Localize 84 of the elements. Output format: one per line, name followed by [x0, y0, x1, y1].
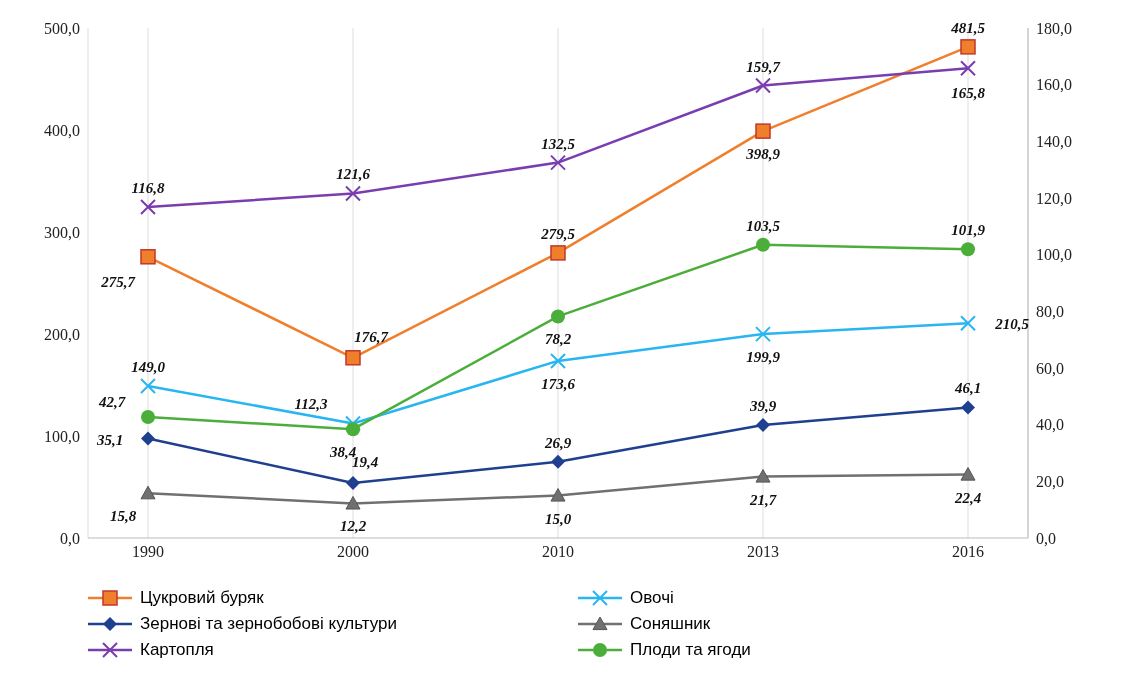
point: [550, 154, 566, 171]
point: [345, 185, 361, 202]
point: [140, 485, 156, 500]
y-tick-label: 100,0: [44, 427, 80, 445]
data-label: 210,5: [994, 316, 1030, 333]
data-label: 42,7: [97, 394, 126, 411]
point: [550, 245, 566, 261]
point: [345, 350, 361, 366]
data-label: 26,9: [543, 434, 572, 451]
point: [140, 249, 156, 265]
legend-label: Овочі: [630, 588, 674, 608]
data-label: 103,5: [746, 217, 781, 234]
point: [960, 467, 976, 481]
point: [960, 315, 976, 332]
data-label: 35,1: [95, 431, 124, 448]
x-tick-label: 2016: [952, 543, 984, 561]
data-label: 176,7: [354, 328, 389, 345]
y2-tick-label: 80,0: [1036, 303, 1064, 321]
point: [140, 199, 156, 216]
x-tick-label: 2010: [542, 543, 574, 561]
point: [756, 417, 770, 432]
data-label: 275,7: [100, 273, 136, 290]
data-label: 159,7: [746, 58, 781, 75]
data-label: 121,6: [336, 166, 371, 183]
legend-label: Плоди та ягоди: [630, 640, 751, 660]
point: [551, 309, 565, 324]
y2-tick-label: 100,0: [1036, 246, 1072, 264]
y2-tick-label: 160,0: [1036, 76, 1072, 94]
point: [551, 454, 565, 469]
data-label: 78,2: [544, 331, 572, 348]
y2-tick-label: 60,0: [1036, 359, 1064, 377]
x-tick-label: 2000: [337, 543, 369, 561]
legend-label: Зернові та зернобобові культури: [140, 614, 398, 634]
point: [345, 495, 361, 510]
data-label: 173,6: [541, 375, 576, 392]
x-tick-label: 1990: [132, 543, 164, 561]
y-tick-label: 400,0: [44, 121, 80, 139]
point: [141, 410, 155, 425]
point: [550, 488, 566, 502]
y2-tick-label: 40,0: [1036, 416, 1064, 434]
y2-tick-label: 0,0: [1036, 529, 1056, 547]
point: [141, 431, 155, 446]
y-tick-label: 500,0: [44, 19, 80, 37]
y2-tick-label: 140,0: [1036, 133, 1072, 151]
data-label: 165,8: [951, 85, 986, 102]
data-label: 46,1: [953, 380, 982, 397]
legend-label: Цукровий буряк: [140, 588, 264, 608]
data-label: 15,0: [544, 510, 572, 527]
data-label: 398,9: [745, 146, 781, 163]
point: [755, 123, 771, 139]
data-label: 199,9: [746, 349, 781, 366]
point: [960, 60, 976, 77]
point: [346, 422, 360, 437]
legend-label: Соняшник: [630, 614, 711, 634]
y-tick-label: 0,0: [60, 529, 80, 547]
data-label: 12,2: [339, 518, 367, 535]
data-label: 149,0: [131, 359, 166, 376]
point: [755, 326, 771, 343]
point: [961, 242, 975, 257]
data-label: 22,4: [953, 489, 982, 506]
data-label: 132,5: [541, 135, 576, 152]
point: [346, 476, 360, 491]
point: [755, 469, 771, 483]
x-tick-label: 2013: [747, 543, 779, 561]
point: [756, 237, 770, 252]
data-label: 15,8: [109, 508, 137, 525]
point: [550, 352, 566, 369]
point: [755, 77, 771, 94]
y2-tick-label: 180,0: [1036, 19, 1072, 37]
data-label: 21,7: [748, 491, 777, 508]
y2-tick-label: 120,0: [1036, 189, 1072, 207]
data-label: 39,9: [748, 397, 777, 414]
y2-tick-label: 20,0: [1036, 473, 1064, 491]
legend-label: Картопля: [140, 640, 214, 660]
y-tick-label: 200,0: [44, 325, 80, 343]
data-label: 279,5: [540, 225, 576, 242]
data-label: 481,5: [950, 19, 986, 36]
data-label: 116,8: [131, 180, 165, 197]
point: [140, 378, 156, 395]
y-tick-label: 300,0: [44, 223, 80, 241]
data-label: 101,9: [951, 222, 986, 239]
point: [960, 39, 976, 55]
point: [961, 400, 975, 415]
data-label: 112,3: [294, 396, 328, 413]
